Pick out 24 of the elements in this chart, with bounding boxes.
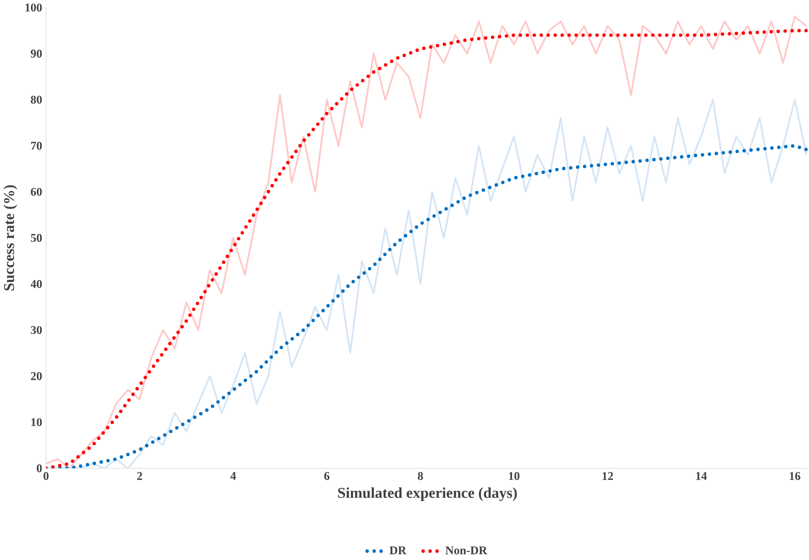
y-tick-label: 0: [36, 464, 42, 472]
y-tick-label: 20: [30, 372, 42, 380]
y-tick-label: 30: [30, 326, 42, 334]
x-tick-label: 16: [790, 472, 800, 480]
y-tick-label: 60: [30, 188, 42, 196]
x-axis-title: Simulated experience (days): [338, 487, 517, 501]
x-tick-label: 4: [230, 472, 236, 480]
legend-label: Non-DR: [446, 546, 488, 554]
y-axis-title: Success rate (%): [4, 185, 18, 290]
y-tick-label: 50: [30, 234, 42, 242]
x-tick-label: 10: [509, 472, 520, 480]
x-tick-label: 0: [44, 472, 49, 480]
y-tick-label: 100: [25, 4, 42, 12]
y-tick-label: 70: [31, 142, 42, 150]
y-tick-label: 10: [31, 418, 42, 426]
legend-label: DR: [390, 546, 406, 554]
y-tick-label: 90: [30, 50, 42, 58]
x-tick-label: 12: [602, 472, 613, 480]
x-tick-label: 2: [137, 472, 142, 480]
x-tick-label: 8: [418, 472, 423, 480]
x-tick-label: 6: [324, 472, 330, 480]
y-tick-label: 80: [30, 96, 42, 104]
y-tick-label: 40: [30, 280, 42, 288]
x-tick-label: 14: [696, 472, 707, 480]
